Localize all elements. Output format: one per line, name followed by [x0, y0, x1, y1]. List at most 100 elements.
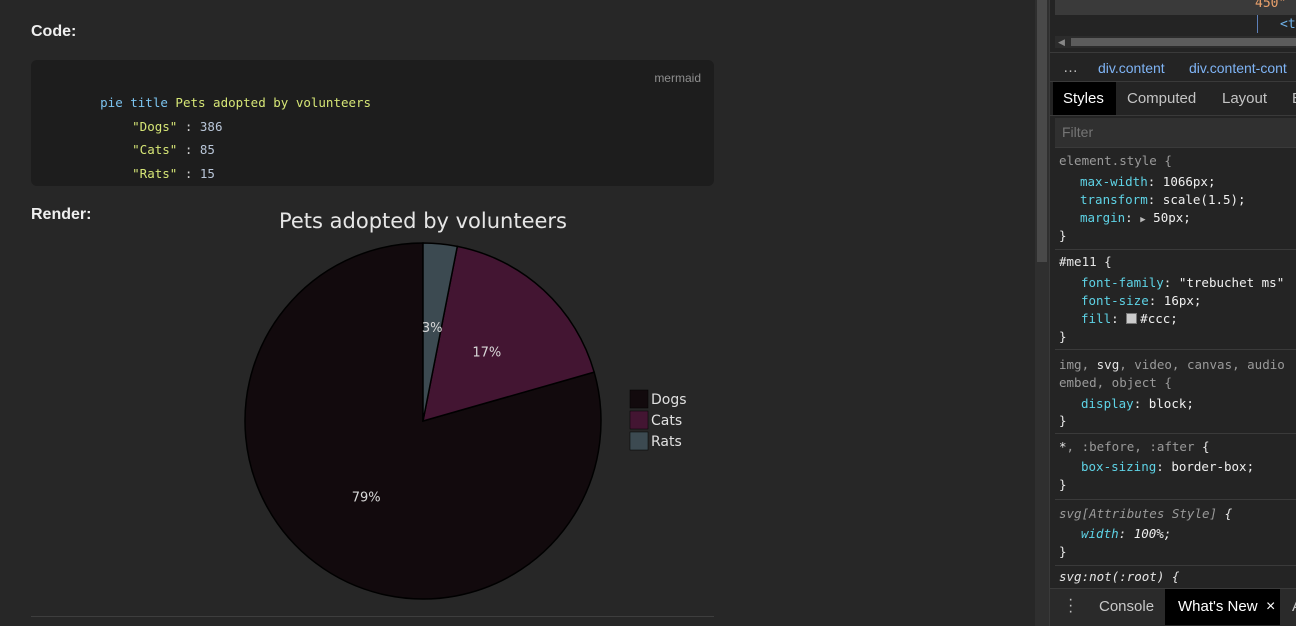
property-name: width — [1081, 526, 1119, 541]
property-name: margin — [1080, 210, 1126, 225]
property-name: transform — [1080, 192, 1148, 207]
tab-event-listeners[interactable]: E — [1282, 82, 1296, 115]
rule-selector[interactable]: embed, object { — [1059, 375, 1172, 390]
legend-label: Cats — [651, 413, 682, 429]
property-value: #ccc; — [1140, 311, 1178, 326]
dom-horizontal-scrollbar[interactable]: ◀ — [1055, 36, 1296, 48]
selector-part: { — [1194, 439, 1210, 454]
breadcrumb-item[interactable]: div.content-cont — [1189, 60, 1287, 76]
rule-selector[interactable]: *, :before, :after { — [1059, 439, 1210, 454]
style-rule: element.style { max-width: 1066px; trans… — [1055, 150, 1296, 250]
devtools-drawer-tabs: ··· Console What's New × A — [1050, 588, 1296, 626]
selector-part: img, — [1059, 357, 1097, 372]
pie-percent-label: 79% — [352, 490, 381, 505]
property-value: block; — [1148, 396, 1194, 411]
code-separator: : — [177, 142, 200, 157]
style-declaration[interactable]: fill: #ccc; — [1081, 311, 1178, 326]
drawer-tab-more[interactable]: A — [1292, 589, 1296, 625]
style-declaration[interactable]: transform: scale(1.5); — [1080, 192, 1246, 207]
tab-styles[interactable]: Styles — [1053, 82, 1116, 115]
style-rule: img, svg, video, canvas, audio embed, ob… — [1055, 351, 1296, 434]
selector-part: * — [1059, 439, 1067, 454]
dom-tag[interactable]: <t — [1280, 17, 1296, 32]
selector-part: svg — [1059, 506, 1082, 521]
property-value: 16px; — [1163, 293, 1202, 308]
selector-part: { — [1217, 506, 1233, 521]
code-line: "Rats" : 15 — [87, 151, 215, 196]
code-line: "Cats" : 85 — [87, 127, 215, 172]
rule-close-brace: } — [1059, 413, 1067, 428]
dom-tree: 450" <t ◀ — [1050, 0, 1296, 50]
breadcrumb-item[interactable]: div.content — [1098, 60, 1165, 76]
pane-scrollbar-thumb[interactable] — [1037, 0, 1047, 262]
property-value: 100%; — [1133, 526, 1172, 541]
property-value: 50px; — [1153, 210, 1191, 225]
rule-close-brace: } — [1059, 477, 1067, 492]
drawer-menu-icon[interactable]: · · · — [1068, 591, 1074, 620]
dom-selected-row[interactable] — [1055, 0, 1296, 15]
chart-legend: Dogs Cats Rats — [629, 389, 687, 451]
property-value: "trebuchet ms" — [1178, 275, 1285, 290]
code-number: 386 — [199, 119, 223, 134]
rule-selector[interactable]: svg[Attributes Style] { — [1059, 506, 1232, 521]
style-declaration[interactable]: width: 100%; — [1081, 526, 1172, 541]
devtools-subtabs: Styles Computed Layout E — [1050, 82, 1296, 116]
drawer-tab-whats-new[interactable]: What's New — [1165, 589, 1280, 625]
styles-filter-input[interactable] — [1062, 124, 1292, 140]
rule-selector[interactable]: svg:not(:root) { — [1059, 569, 1180, 584]
rule-close-brace: } — [1059, 228, 1067, 243]
code-string: "Cats" — [132, 142, 178, 157]
style-declaration[interactable]: display: block; — [1081, 396, 1194, 411]
scroll-left-arrow-icon[interactable]: ◀ — [1058, 37, 1065, 47]
code-line: pie title Pets adopted by volunteers — [55, 80, 371, 125]
breadcrumb: … div.content div.content-cont — [1050, 52, 1296, 82]
rule-close-brace: } — [1059, 544, 1067, 559]
chart-title: Pets adopted by volunteers — [279, 209, 567, 233]
dom-attribute-value[interactable]: 450" — [1255, 0, 1287, 11]
rule-selector[interactable]: #me11 { — [1059, 254, 1112, 269]
rule-close-brace: } — [1059, 329, 1067, 344]
property-value: scale(1.5); — [1162, 192, 1246, 207]
selector-part: , :before, :after — [1066, 439, 1195, 454]
style-declaration[interactable]: box-sizing: border-box; — [1081, 459, 1255, 474]
legend-swatch — [629, 410, 649, 430]
code-language-label: mermaid — [654, 71, 701, 85]
property-name: font-size — [1081, 293, 1149, 308]
color-swatch[interactable] — [1126, 313, 1138, 324]
tab-layout[interactable]: Layout — [1222, 90, 1268, 107]
selector-part: [Attributes Style] — [1081, 506, 1218, 521]
close-icon[interactable]: × — [1266, 598, 1276, 615]
tab-computed[interactable]: Computed — [1127, 90, 1197, 107]
content-pane: Code: mermaid pie title Pets adopted by … — [31, 23, 714, 617]
rule-selector[interactable]: element.style { — [1059, 153, 1172, 168]
dom-scrollbar-thumb[interactable] — [1071, 38, 1296, 46]
style-declaration[interactable]: font-size: 16px; — [1081, 293, 1202, 308]
code-block[interactable]: mermaid pie title Pets adopted by volunt… — [31, 60, 714, 186]
dom-indent-guide — [1257, 15, 1258, 33]
pie-slice-rats — [422, 242, 459, 422]
drawer-tab-console[interactable]: Console — [1099, 598, 1155, 615]
style-declaration[interactable]: margin: ▶ 50px; — [1080, 210, 1191, 225]
breadcrumb-more-icon[interactable]: … — [1063, 59, 1078, 76]
code-number: 15 — [199, 166, 215, 181]
style-declaration[interactable]: font-family: "trebuchet ms" — [1081, 275, 1285, 290]
property-value: 1066px; — [1162, 174, 1216, 189]
code-keyword: pie title — [100, 95, 168, 110]
legend-label: Dogs — [651, 392, 687, 408]
selector-part: , video, canvas, audio — [1119, 357, 1285, 372]
property-name: display — [1081, 396, 1134, 411]
style-rule: svg:not(:root) { — [1055, 567, 1296, 597]
style-declaration[interactable]: max-width: 1066px; — [1080, 174, 1216, 189]
pie-slice-cats — [422, 245, 596, 423]
pie-chart: Pets adopted by volunteers 79% 17% 3% Dogs… — [244, 209, 687, 600]
divider — [31, 616, 714, 617]
code-separator: : — [177, 119, 200, 134]
styles-filter — [1055, 118, 1296, 148]
style-rule: svg[Attributes Style] { width: 100%; } — [1055, 501, 1296, 566]
rule-selector[interactable]: img, svg, video, canvas, audio — [1059, 357, 1285, 372]
property-name: font-family — [1081, 275, 1164, 290]
style-rule: *, :before, :after { box-sizing: border-… — [1055, 435, 1296, 500]
legend-swatch — [629, 389, 649, 409]
code-number: 85 — [199, 142, 215, 157]
expand-triangle-icon[interactable]: ▶ — [1140, 215, 1146, 225]
